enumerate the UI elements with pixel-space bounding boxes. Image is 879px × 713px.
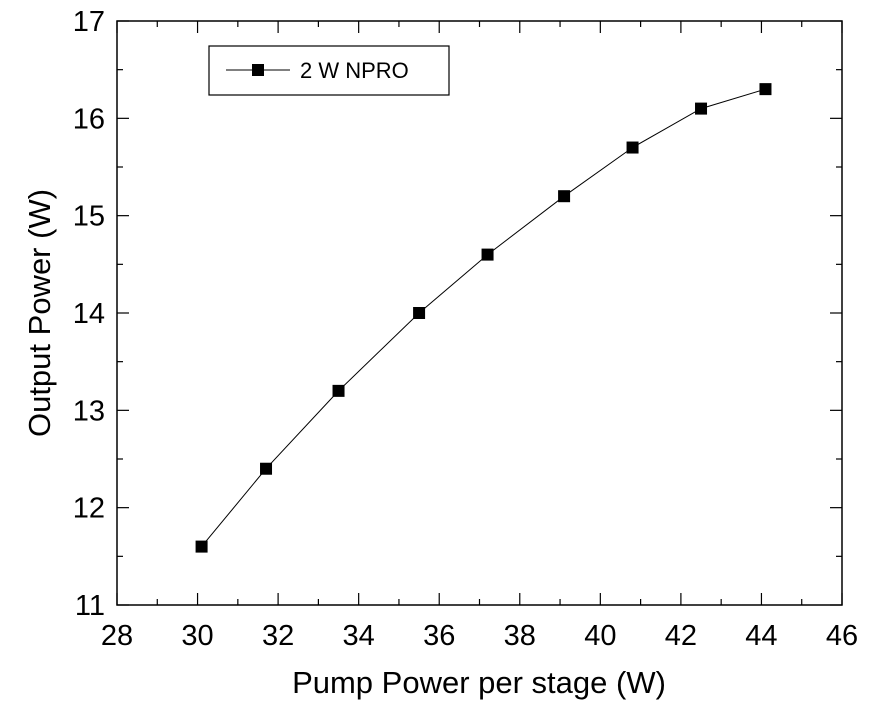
x-tick-label: 46 [826,620,858,652]
data-point-marker [195,540,208,553]
data-point-marker [260,462,273,475]
legend: 2 W NPRO [208,45,450,96]
x-tick-labels: 28 30 32 34 36 38 40 42 44 46 [101,620,858,652]
y-tick-label: 13 [73,395,105,427]
data-point-marker [481,248,494,261]
y-tick-labels: 11 12 13 14 15 16 17 [73,6,105,622]
data-point-marker [626,141,639,154]
y-axis-title: Output Power (W) [22,189,57,437]
y-tick-label: 14 [73,298,105,330]
legend-label: 2 W NPRO [300,58,409,83]
y-tick-label: 17 [73,6,105,38]
x-tick-label: 34 [343,620,375,652]
data-point-marker [332,384,345,397]
x-tick-label: 36 [423,620,455,652]
data-point-marker [695,102,708,115]
y-tick-label: 12 [73,493,105,525]
x-tick-label: 44 [745,620,777,652]
legend-marker [252,64,264,76]
x-tick-label: 42 [665,620,697,652]
x-tick-label: 32 [262,620,294,652]
x-tick-label: 38 [504,620,536,652]
x-tick-label: 28 [101,620,133,652]
x-tick-label: 40 [584,620,616,652]
y-tick-label: 16 [73,103,105,135]
x-tick-label: 30 [181,620,213,652]
axis-ticks [116,20,843,606]
y-tick-label: 11 [75,590,105,622]
data-point-marker [413,307,426,319]
series-line [201,88,766,547]
y-tick-label: 15 [73,201,105,233]
data-point-marker [759,83,772,96]
x-axis-title: Pump Power per stage (W) [292,665,666,700]
data-point-marker [558,190,571,203]
series-group [195,83,772,553]
